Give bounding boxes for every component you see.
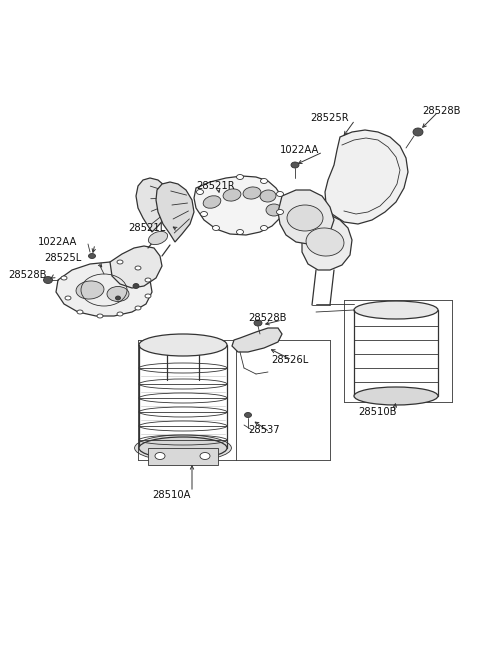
Text: 28526L: 28526L — [271, 355, 308, 365]
Ellipse shape — [145, 294, 151, 298]
Ellipse shape — [65, 296, 71, 300]
Ellipse shape — [354, 387, 438, 405]
Ellipse shape — [266, 204, 282, 216]
Ellipse shape — [276, 210, 284, 214]
Ellipse shape — [200, 453, 210, 460]
Ellipse shape — [77, 310, 83, 314]
Polygon shape — [302, 214, 352, 270]
Polygon shape — [148, 448, 218, 465]
Ellipse shape — [76, 281, 104, 299]
Ellipse shape — [135, 266, 141, 270]
Text: 28528B: 28528B — [422, 106, 460, 116]
Ellipse shape — [135, 306, 141, 310]
Text: 28525R: 28525R — [310, 113, 348, 123]
Ellipse shape — [107, 286, 129, 301]
Text: 1022AA: 1022AA — [280, 145, 319, 155]
Ellipse shape — [88, 253, 96, 259]
Ellipse shape — [306, 228, 344, 256]
Polygon shape — [325, 130, 408, 224]
Ellipse shape — [117, 260, 123, 264]
Ellipse shape — [261, 225, 267, 231]
Ellipse shape — [201, 212, 207, 217]
Ellipse shape — [196, 189, 204, 195]
Ellipse shape — [213, 225, 219, 231]
Polygon shape — [156, 182, 194, 242]
Ellipse shape — [148, 231, 168, 244]
Ellipse shape — [133, 284, 139, 288]
Text: 28521R: 28521R — [196, 181, 235, 191]
Text: 28537: 28537 — [248, 425, 280, 435]
Text: 28528B: 28528B — [8, 270, 47, 280]
Ellipse shape — [223, 189, 241, 201]
Ellipse shape — [145, 278, 151, 282]
Ellipse shape — [139, 437, 227, 459]
Ellipse shape — [117, 312, 123, 316]
Text: 28510B: 28510B — [358, 407, 396, 417]
Ellipse shape — [155, 453, 165, 460]
Ellipse shape — [134, 435, 231, 461]
Text: 28528B: 28528B — [248, 313, 287, 323]
Ellipse shape — [116, 296, 120, 300]
Ellipse shape — [413, 128, 423, 136]
Ellipse shape — [287, 205, 323, 231]
Text: 28521L: 28521L — [128, 223, 165, 233]
Polygon shape — [278, 190, 334, 244]
Ellipse shape — [244, 413, 252, 417]
Ellipse shape — [139, 334, 227, 356]
Polygon shape — [136, 178, 170, 232]
Ellipse shape — [260, 190, 276, 202]
Ellipse shape — [261, 179, 267, 183]
Ellipse shape — [291, 162, 299, 168]
Ellipse shape — [61, 276, 67, 280]
Ellipse shape — [203, 196, 221, 208]
Ellipse shape — [237, 174, 243, 179]
Polygon shape — [194, 176, 284, 235]
Ellipse shape — [276, 191, 284, 196]
Polygon shape — [110, 246, 162, 288]
Ellipse shape — [254, 320, 262, 326]
Ellipse shape — [237, 229, 243, 234]
Ellipse shape — [243, 187, 261, 199]
Polygon shape — [56, 262, 152, 316]
Ellipse shape — [354, 301, 438, 319]
Text: 28510A: 28510A — [152, 490, 191, 500]
Text: 28525L: 28525L — [44, 253, 81, 263]
Text: 1022AA: 1022AA — [38, 237, 77, 247]
Ellipse shape — [97, 314, 103, 318]
Ellipse shape — [44, 276, 52, 284]
Polygon shape — [232, 328, 282, 352]
